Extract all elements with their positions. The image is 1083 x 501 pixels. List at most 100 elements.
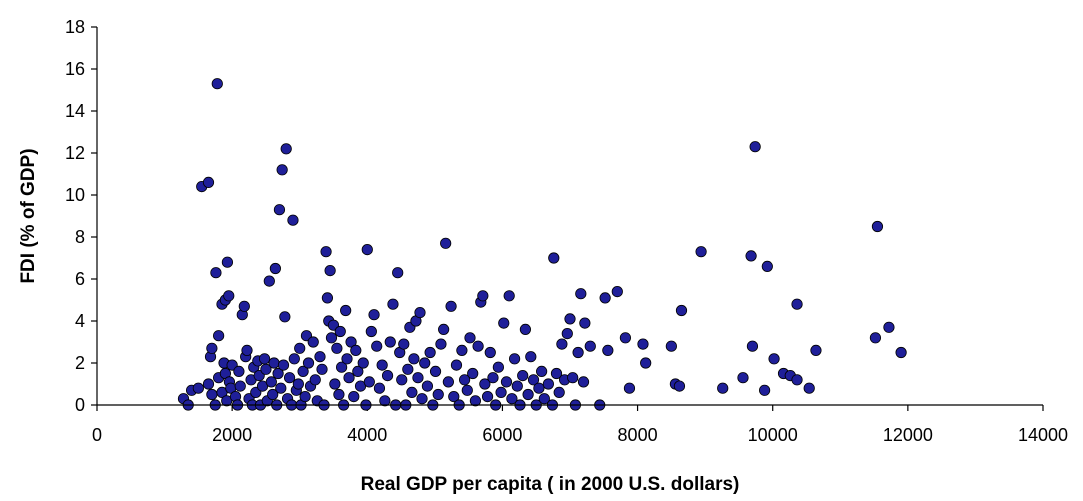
data-point [745, 250, 757, 262]
data-point [553, 386, 565, 398]
data-point [336, 361, 348, 373]
data-point [202, 176, 215, 188]
data-point [871, 220, 884, 233]
y-tick-label: 10 [65, 185, 85, 205]
data-point [275, 382, 287, 394]
data-point [869, 332, 882, 344]
data-point [379, 395, 391, 407]
data-point [498, 317, 510, 329]
data-point [623, 382, 636, 394]
data-point [533, 382, 545, 394]
data-point [341, 353, 353, 365]
data-point [695, 246, 707, 258]
x-axis-ticks: 0 2000 4000 6000 8000 10000 12000 14000 [92, 405, 1068, 445]
data-point [746, 340, 759, 352]
data-point [467, 367, 479, 380]
data-point [445, 300, 457, 312]
data-point [759, 384, 771, 396]
data-point [287, 214, 299, 226]
data-point [202, 378, 215, 390]
data-point [456, 344, 468, 356]
data-point [458, 374, 471, 386]
data-point [416, 393, 428, 405]
data-point [277, 359, 290, 371]
data-point [810, 344, 822, 356]
data-point [387, 298, 399, 310]
data-point [320, 246, 332, 258]
data-point [333, 388, 345, 401]
data-point [450, 359, 463, 371]
data-point [508, 353, 521, 365]
data-point [302, 357, 315, 369]
data-point [577, 376, 590, 388]
data-point [280, 143, 292, 155]
data-point [241, 344, 253, 356]
data-point [506, 393, 518, 405]
y-tick-label: 12 [65, 143, 85, 163]
data-point [396, 374, 408, 386]
data-point [637, 338, 649, 350]
data-point [223, 290, 235, 302]
data-point [803, 382, 815, 394]
data-point [461, 384, 473, 396]
x-tick-label: 6000 [482, 425, 522, 445]
data-point [210, 267, 222, 279]
data-point [525, 351, 537, 363]
data-point [665, 340, 677, 352]
data-point [265, 376, 277, 388]
data-point [384, 336, 396, 348]
data-point [500, 376, 513, 388]
data-point [272, 367, 284, 380]
x-axis-title: Real GDP per capita ( in 2000 U.S. dolla… [361, 474, 740, 495]
data-point [791, 298, 803, 310]
y-tick-label: 14 [65, 101, 85, 121]
data-point [334, 325, 346, 338]
data-point [258, 353, 271, 365]
data-point [895, 346, 907, 359]
data-point [484, 346, 496, 359]
data-point [297, 365, 309, 377]
x-tick-label: 12000 [883, 425, 933, 445]
x-tick-label: 10000 [748, 425, 798, 445]
data-point [640, 357, 652, 369]
data-point [325, 332, 338, 344]
data-point [481, 390, 494, 403]
data-point [329, 378, 341, 390]
data-point [419, 357, 431, 369]
x-tick-label: 4000 [347, 425, 387, 445]
y-tick-label: 18 [65, 17, 85, 37]
data-point [408, 353, 420, 365]
data-point [440, 237, 452, 249]
data-point [316, 363, 328, 375]
y-axis-ticks: 0 2 4 6 8 10 12 14 16 18 [65, 17, 97, 415]
data-point [673, 380, 686, 392]
data-point [211, 78, 223, 90]
data-point [307, 336, 319, 348]
data-point [737, 372, 749, 384]
data-point [273, 204, 286, 216]
data-point [761, 260, 773, 272]
data-point [575, 288, 587, 300]
data-point [421, 380, 434, 392]
data-point [267, 388, 279, 401]
x-tick-label: 2000 [212, 425, 252, 445]
y-tick-label: 4 [75, 311, 85, 331]
data-point [279, 311, 291, 323]
data-point [260, 363, 272, 375]
data-point [299, 390, 311, 403]
data-point [487, 372, 499, 384]
data-point [883, 321, 895, 333]
data-point [206, 388, 218, 401]
data-point [192, 382, 204, 394]
data-point [283, 372, 296, 384]
data-point [564, 313, 576, 325]
y-tick-label: 6 [75, 269, 85, 289]
data-point [572, 346, 584, 359]
data-point [424, 346, 436, 359]
data-point [234, 380, 246, 392]
data-point [536, 365, 548, 377]
data-point [269, 262, 281, 275]
data-point [542, 378, 554, 390]
data-point [717, 382, 729, 394]
